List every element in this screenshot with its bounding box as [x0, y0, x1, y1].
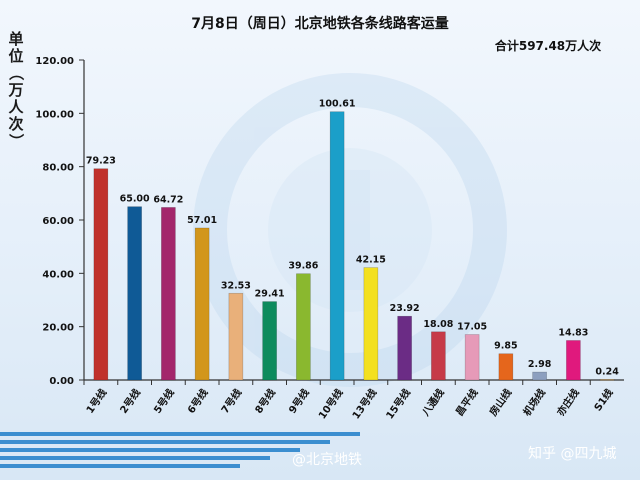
x-tick-label: 1号线: [83, 386, 109, 416]
zhihu-watermark: 知乎 @四九城: [528, 445, 616, 462]
metro-logo-watermark: [193, 73, 507, 387]
data-label: 14.83: [558, 327, 588, 338]
bar: [296, 273, 311, 381]
x-tick-label: 8号线: [252, 386, 278, 416]
bar: [464, 334, 480, 381]
weibo-watermark: @北京地铁: [292, 452, 362, 468]
y-axis-label-char: 单: [8, 30, 23, 48]
data-labels: 79.23 65.00 64.72 57.01 32.53 29.41 39.86 100.6…: [86, 99, 619, 378]
data-label: 2.98: [528, 359, 552, 370]
data-label: 0.24: [595, 366, 619, 377]
bar: [161, 207, 176, 381]
x-tick-label: 15号线: [383, 386, 413, 421]
x-tick-label: 9号线: [286, 386, 312, 416]
y-tick-label: 20.00: [42, 323, 74, 334]
x-tick-label: 机场线: [520, 386, 548, 418]
y-axis-ticks: 0.00 20.00 40.00 60.00 80.00 100.00 120.00: [35, 56, 84, 387]
bar: [329, 111, 345, 381]
x-tick-label: 昌平线: [453, 386, 481, 418]
y-axis-label-char: 次: [8, 115, 23, 133]
y-tick-label: 80.00: [42, 163, 74, 174]
bars: [93, 111, 615, 381]
data-label: 79.23: [86, 156, 116, 167]
y-tick-label: 60.00: [42, 216, 74, 227]
y-tick-label: 40.00: [42, 269, 74, 280]
data-label: 39.86: [288, 261, 318, 272]
x-tick-label: 八通线: [418, 386, 446, 419]
x-tick-label: 亦庄线: [554, 386, 582, 418]
y-axis-label-char: 人: [8, 98, 24, 116]
y-tick-label: 120.00: [35, 56, 74, 67]
bar: [532, 371, 547, 381]
data-label: 65.00: [120, 194, 150, 205]
x-tick-label: 13号线: [349, 386, 379, 421]
x-tick-label: 10号线: [315, 386, 345, 421]
chart-title: 7月8日（周日）北京地铁各条线路客运量: [191, 15, 448, 32]
bar: [194, 227, 210, 381]
y-axis-label-char: 万: [7, 81, 23, 99]
data-label: 100.61: [319, 99, 356, 110]
x-tick-label: S1线: [591, 386, 616, 413]
y-axis-label-char: ）: [7, 133, 25, 148]
y-axis-label: 单位（万人次）: [7, 30, 25, 149]
bottom-stripes: [0, 432, 360, 468]
y-tick-label: 100.00: [35, 109, 74, 120]
chart-total: 合计597.48万人次: [495, 38, 601, 53]
data-label: 64.72: [153, 194, 183, 205]
bar: [498, 353, 514, 381]
bar: [397, 315, 412, 381]
bar: [93, 168, 109, 381]
y-axis-label-char: 位: [8, 47, 23, 65]
x-tick-label: 6号线: [184, 386, 210, 416]
data-label: 9.85: [494, 341, 517, 352]
data-label: 57.01: [187, 215, 217, 226]
y-axis-label-char: （: [7, 65, 25, 80]
data-label: 23.92: [390, 303, 420, 314]
bar: [228, 292, 244, 381]
data-label: 18.08: [423, 319, 453, 330]
x-tick-label: 7号线: [218, 386, 244, 416]
y-tick-label: 0.00: [49, 376, 74, 387]
bar: [262, 301, 277, 381]
bar: [127, 206, 142, 381]
bar: [599, 379, 615, 381]
data-label: 29.41: [255, 289, 285, 300]
data-label: 17.05: [457, 322, 487, 333]
bar: [363, 267, 379, 381]
data-label: 42.15: [356, 255, 386, 266]
x-tick-label: 2号线: [117, 386, 143, 416]
bar: [566, 340, 581, 381]
x-tick-label: 5号线: [151, 386, 177, 416]
bar: [431, 331, 446, 381]
x-tick-label: 房山线: [486, 386, 514, 418]
data-label: 32.53: [221, 280, 251, 291]
